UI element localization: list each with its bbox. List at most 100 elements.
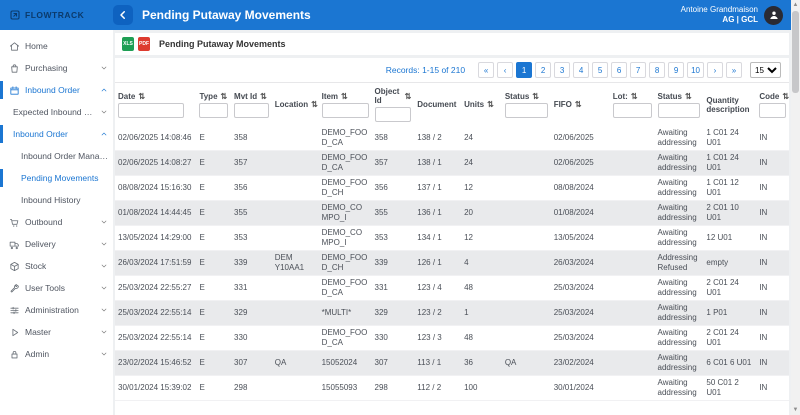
sidebar-item-inbound-order[interactable]: Inbound Order [0,79,113,101]
first-page-button[interactable]: « [478,62,494,78]
table-cell [502,250,551,275]
prev-page-button[interactable]: ‹ [497,62,513,78]
table-cell: Awaiting addressing [655,175,704,200]
page-button-2[interactable]: 2 [535,62,551,78]
column-label-text: Document [417,100,456,109]
chevron-up-icon [100,130,108,138]
table-row[interactable]: 26/03/2024 17:51:59E339DEM Y10AA1DEMO_FO… [115,250,789,275]
table-row[interactable]: 08/08/2024 15:16:30E356DEMO_FOOD_CH35613… [115,175,789,200]
sidebar-item-expected-inbound-order[interactable]: Expected Inbound Order [0,101,113,123]
column-header-11-status[interactable]: Status⇅ [655,83,704,125]
sort-icon[interactable]: ⇅ [221,92,228,101]
sort-icon[interactable]: ⇅ [631,92,638,101]
table-row[interactable]: 30/01/2024 15:39:02E29815055093298112 / … [115,375,789,400]
scroll-down-icon[interactable]: ▼ [793,405,799,415]
filter-input-2-mvt-id[interactable] [234,103,269,118]
column-header-5-object-id[interactable]: Object Id⇅ [372,83,415,125]
sidebar-item-administration[interactable]: Administration [0,299,113,321]
filter-input-0-date[interactable] [118,103,184,118]
table-row[interactable]: 02/06/2025 14:08:27E357DEMO_FOOD_CA35713… [115,150,789,175]
page-button-1[interactable]: 1 [516,62,532,78]
excel-export-icon[interactable]: XLS [122,37,134,51]
column-header-4-item[interactable]: Item⇅ [319,83,372,125]
table-row[interactable]: 01/08/2024 14:44:45E355DEMO_COMPO_I35513… [115,200,789,225]
column-header-7-units[interactable]: Units⇅ [461,83,502,125]
scroll-up-icon[interactable]: ▲ [793,0,799,10]
back-button[interactable] [113,5,133,25]
sidebar-item-inbound-history[interactable]: Inbound History [0,189,113,211]
sort-icon[interactable]: ⇅ [575,100,582,109]
sort-icon[interactable]: ⇅ [782,92,789,101]
table-row[interactable]: 25/03/2024 22:55:27E331DEMO_FOOD_CA33112… [115,275,789,300]
sidebar-item-home[interactable]: Home [0,35,113,57]
column-header-8-status[interactable]: Status⇅ [502,83,551,125]
table-row[interactable]: 13/05/2024 14:29:00E353DEMO_COMPO_I35313… [115,225,789,250]
sidebar-item-pending-movements[interactable]: Pending Movements [0,167,113,189]
column-header-12-quantity-description[interactable]: Quantity description [703,83,756,125]
sort-icon[interactable]: ⇅ [341,92,348,101]
sort-icon[interactable]: ⇅ [405,92,412,101]
table-cell: 02/06/2025 14:08:46 [115,125,196,150]
table-panel: Records: 1-15 of 210 «‹12345678910›» 15 … [115,58,789,415]
page-button-10[interactable]: 10 [687,62,704,78]
sidebar-item-inbound-order[interactable]: Inbound Order [0,123,113,145]
page-button-3[interactable]: 3 [554,62,570,78]
next-page-button[interactable]: › [707,62,723,78]
sort-icon[interactable]: ⇅ [487,100,494,109]
column-header-13-code[interactable]: Code⇅ [756,83,789,125]
filter-input-13-code[interactable] [759,103,786,118]
table-cell: 08/08/2024 [551,175,610,200]
sort-icon[interactable]: ⇅ [260,92,267,101]
sidebar-item-master[interactable]: Master [0,321,113,343]
sort-icon[interactable]: ⇅ [138,92,145,101]
table-cell: E [196,150,231,175]
sidebar-item-outbound[interactable]: Outbound [0,211,113,233]
table-cell: Awaiting addressing [655,275,704,300]
column-header-9-fifo[interactable]: FIFO⇅ [551,83,610,125]
table-row[interactable]: 02/06/2025 14:08:46E358DEMO_FOOD_CA35813… [115,125,789,150]
filter-input-10-lot[interactable] [613,103,652,118]
sort-icon[interactable]: ⇅ [311,100,318,109]
user-avatar[interactable] [764,6,783,25]
column-header-0-date[interactable]: Date⇅ [115,83,196,125]
sidebar-item-label: Expected Inbound Order [13,107,95,117]
column-header-1-type[interactable]: Type⇅ [196,83,231,125]
vertical-scrollbar[interactable]: ▲ ▼ [791,0,800,415]
filter-input-8-status[interactable] [505,103,548,118]
page-button-4[interactable]: 4 [573,62,589,78]
column-header-3-location[interactable]: Location⇅ [272,83,319,125]
page-button-5[interactable]: 5 [592,62,608,78]
filter-input-4-item[interactable] [322,103,369,118]
table-row[interactable]: 25/03/2024 22:55:14E329*MULTI*329123 / 2… [115,300,789,325]
filter-input-1-type[interactable] [199,103,228,118]
sidebar-item-purchasing[interactable]: Purchasing [0,57,113,79]
purchasing-icon [9,63,20,74]
chevron-down-icon [100,218,108,226]
page-size-select[interactable]: 15 [750,62,781,78]
filter-input-5-object-id[interactable] [375,107,412,122]
administration-icon [9,305,20,316]
page-button-6[interactable]: 6 [611,62,627,78]
column-header-2-mvt-id[interactable]: Mvt Id⇅ [231,83,272,125]
column-header-6-document[interactable]: Document [414,83,461,125]
sidebar-item-delivery[interactable]: Delivery [0,233,113,255]
page-button-7[interactable]: 7 [630,62,646,78]
home-icon [9,41,20,52]
sort-icon[interactable]: ⇅ [685,92,692,101]
pdf-export-icon[interactable]: PDF [138,37,150,51]
page-button-8[interactable]: 8 [649,62,665,78]
table-cell: E [196,325,231,350]
last-page-button[interactable]: » [726,62,742,78]
scrollbar-thumb[interactable] [792,11,799,93]
table-row[interactable]: 25/03/2024 22:55:14E330DEMO_FOOD_CA33012… [115,325,789,350]
sidebar-item-inbound-order-management[interactable]: Inbound Order Management [0,145,113,167]
sidebar-item-admin[interactable]: Admin [0,343,113,365]
table-cell: 113 / 1 [414,350,461,375]
filter-input-11-status[interactable] [658,103,701,118]
column-header-10-lot[interactable]: Lot:⇅ [610,83,655,125]
table-row[interactable]: 23/02/2024 15:46:52E307QA15052024307113 … [115,350,789,375]
sidebar-item-stock[interactable]: Stock [0,255,113,277]
page-button-9[interactable]: 9 [668,62,684,78]
sort-icon[interactable]: ⇅ [532,92,539,101]
sidebar-item-user-tools[interactable]: User Tools [0,277,113,299]
